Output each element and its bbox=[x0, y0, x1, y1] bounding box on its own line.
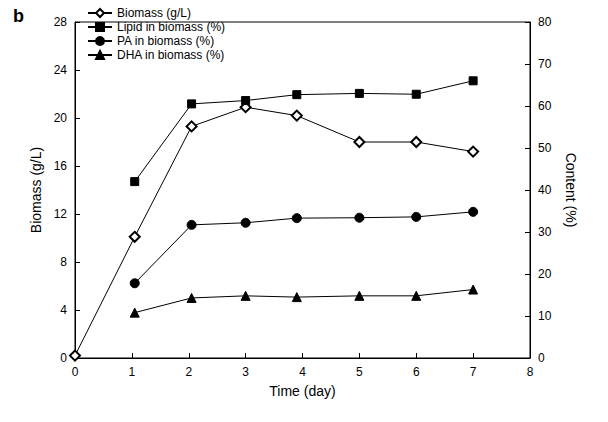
svg-text:28: 28 bbox=[54, 15, 68, 29]
svg-text:2: 2 bbox=[185, 365, 192, 379]
svg-text:Time (day): Time (day) bbox=[269, 383, 335, 399]
svg-text:0: 0 bbox=[60, 351, 67, 365]
svg-text:4: 4 bbox=[60, 303, 67, 317]
svg-text:Biomass (g/L): Biomass (g/L) bbox=[28, 147, 44, 233]
svg-text:10: 10 bbox=[538, 309, 552, 323]
svg-text:b: b bbox=[13, 6, 24, 26]
svg-text:5: 5 bbox=[356, 365, 363, 379]
svg-text:40: 40 bbox=[538, 183, 552, 197]
svg-text:DHA in biomass (%): DHA in biomass (%) bbox=[117, 48, 224, 62]
svg-text:80: 80 bbox=[538, 15, 552, 29]
svg-text:12: 12 bbox=[54, 207, 68, 221]
svg-text:16: 16 bbox=[54, 159, 68, 173]
svg-text:Biomass (g/L): Biomass (g/L) bbox=[117, 6, 191, 20]
svg-text:8: 8 bbox=[60, 255, 67, 269]
svg-text:Lipid in biomass (%): Lipid in biomass (%) bbox=[117, 20, 225, 34]
svg-text:7: 7 bbox=[470, 365, 477, 379]
svg-text:20: 20 bbox=[538, 267, 552, 281]
svg-text:1: 1 bbox=[129, 365, 136, 379]
svg-text:70: 70 bbox=[538, 57, 552, 71]
svg-text:0: 0 bbox=[538, 351, 545, 365]
svg-text:20: 20 bbox=[54, 111, 68, 125]
svg-text:24: 24 bbox=[54, 63, 68, 77]
svg-text:60: 60 bbox=[538, 99, 552, 113]
svg-text:50: 50 bbox=[538, 141, 552, 155]
svg-text:8: 8 bbox=[527, 365, 534, 379]
svg-text:PA in biomass (%): PA in biomass (%) bbox=[117, 34, 214, 48]
svg-text:Content (%): Content (%) bbox=[563, 153, 579, 228]
svg-text:0: 0 bbox=[72, 365, 79, 379]
svg-text:30: 30 bbox=[538, 225, 552, 239]
svg-text:3: 3 bbox=[242, 365, 249, 379]
svg-text:6: 6 bbox=[413, 365, 420, 379]
svg-text:4: 4 bbox=[299, 365, 306, 379]
